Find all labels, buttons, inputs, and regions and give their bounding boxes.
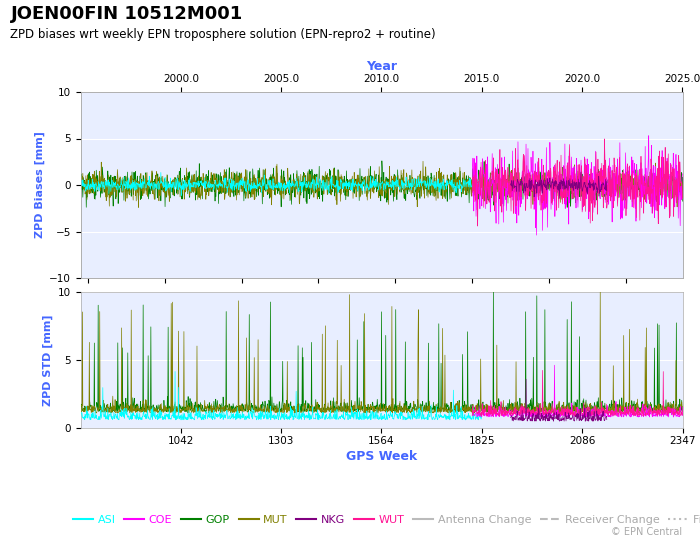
Text: © EPN Central: © EPN Central [611,527,682,537]
Text: ZPD biases wrt weekly EPN troposphere solution (EPN-repro2 + routine): ZPD biases wrt weekly EPN troposphere so… [10,28,436,41]
X-axis label: Year: Year [366,60,397,73]
Text: JOEN00FIN 10512M001: JOEN00FIN 10512M001 [10,5,243,23]
X-axis label: GPS Week: GPS Week [346,450,417,463]
Y-axis label: ZPD Biases [mm]: ZPD Biases [mm] [34,132,45,239]
Y-axis label: ZPD STD [mm]: ZPD STD [mm] [43,314,53,406]
Legend: ASI, COE, GOP, MUT, NKG, WUT, Antenna Change, Receiver Change, Firmware Change: ASI, COE, GOP, MUT, NKG, WUT, Antenna Ch… [69,510,700,529]
